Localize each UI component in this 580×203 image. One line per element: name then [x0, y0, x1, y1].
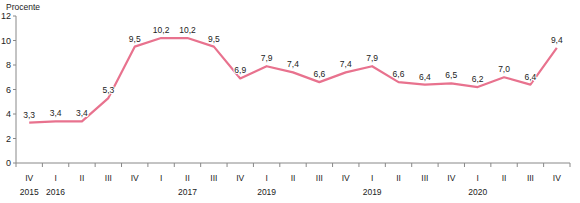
data-label: 9,4	[551, 35, 563, 45]
y-tick-label: 2	[6, 134, 11, 144]
y-tick-label: 6	[6, 85, 11, 95]
x-tick	[227, 163, 228, 167]
data-label: 6,9	[234, 65, 246, 75]
x-tick-label: IV	[342, 173, 350, 183]
year-label: 2017	[178, 187, 197, 197]
y-tick	[13, 16, 16, 17]
data-label: 6,5	[445, 70, 457, 80]
data-line	[29, 38, 557, 123]
x-tick	[95, 163, 96, 167]
data-label: 3,3	[23, 110, 35, 120]
x-tick-label: II	[291, 173, 296, 183]
x-tick	[42, 163, 43, 167]
x-tick-label: I	[476, 173, 478, 183]
x-tick	[306, 163, 307, 167]
year-label: 2019	[257, 187, 276, 197]
x-tick-label: II	[185, 173, 190, 183]
data-label: 6,6	[393, 69, 405, 79]
x-tick-label: IV	[131, 173, 139, 183]
y-tick	[13, 89, 16, 90]
x-tick	[200, 163, 201, 167]
x-tick-label: IV	[553, 173, 561, 183]
year-label: 2016	[46, 187, 65, 197]
year-label: 2020	[468, 187, 487, 197]
x-tick-label: III	[105, 173, 112, 183]
data-label: 6,2	[472, 74, 484, 84]
x-tick-label: III	[421, 173, 428, 183]
y-axis-label: Procente	[6, 2, 40, 12]
x-tick-label: II	[80, 173, 85, 183]
data-label: 6,4	[419, 72, 431, 82]
x-tick-label: IV	[25, 173, 33, 183]
x-tick-label: III	[210, 173, 217, 183]
x-tick	[16, 163, 17, 167]
data-label: 6,6	[313, 69, 325, 79]
data-label: 7,9	[261, 53, 273, 63]
y-tick	[13, 65, 16, 66]
data-label: 10,2	[153, 25, 170, 35]
y-tick	[13, 40, 16, 41]
x-tick	[438, 163, 439, 167]
data-label: 3,4	[50, 108, 62, 118]
x-tick	[253, 163, 254, 167]
y-tick	[13, 114, 16, 115]
x-tick-label: III	[527, 173, 534, 183]
y-tick-label: 8	[6, 60, 11, 70]
x-tick-label: IV	[447, 173, 455, 183]
chart: Procente024681012IVIIIIIIIVIIIIIIIVIIIII…	[0, 0, 580, 203]
x-tick-label: IV	[236, 173, 244, 183]
x-tick-label: I	[160, 173, 162, 183]
data-label: 5,3	[102, 85, 114, 95]
x-tick-label: I	[371, 173, 373, 183]
x-tick	[121, 163, 122, 167]
x-tick	[174, 163, 175, 167]
plot-area	[29, 38, 557, 123]
x-axis-line	[16, 163, 570, 164]
data-label: 7,4	[340, 59, 352, 69]
y-tick-label: 12	[1, 11, 11, 21]
data-label: 10,2	[179, 25, 196, 35]
x-tick	[147, 163, 148, 167]
x-tick	[332, 163, 333, 167]
data-label: 6,4	[525, 72, 537, 82]
y-tick-label: 10	[1, 36, 11, 46]
x-tick-label: II	[502, 173, 507, 183]
x-tick	[279, 163, 280, 167]
x-tick	[411, 163, 412, 167]
x-tick	[490, 163, 491, 167]
x-tick	[68, 163, 69, 167]
data-label: 9,5	[129, 34, 141, 44]
x-tick-label: I	[265, 173, 267, 183]
x-tick-label: II	[396, 173, 401, 183]
x-tick	[464, 163, 465, 167]
x-tick	[385, 163, 386, 167]
year-label: 2019	[363, 187, 382, 197]
x-tick	[358, 163, 359, 167]
y-tick-label: 4	[6, 109, 11, 119]
x-tick	[517, 163, 518, 167]
data-label: 7,0	[498, 64, 510, 74]
x-tick	[543, 163, 544, 167]
data-label: 9,5	[208, 34, 220, 44]
x-tick-label: III	[316, 173, 323, 183]
y-tick	[13, 138, 16, 139]
x-tick	[570, 163, 571, 167]
data-label: 7,9	[366, 53, 378, 63]
x-tick-label: I	[54, 173, 56, 183]
data-label: 3,4	[76, 108, 88, 118]
data-label: 7,4	[287, 59, 299, 69]
y-tick-label: 0	[6, 158, 11, 168]
year-label: 2015	[20, 187, 39, 197]
